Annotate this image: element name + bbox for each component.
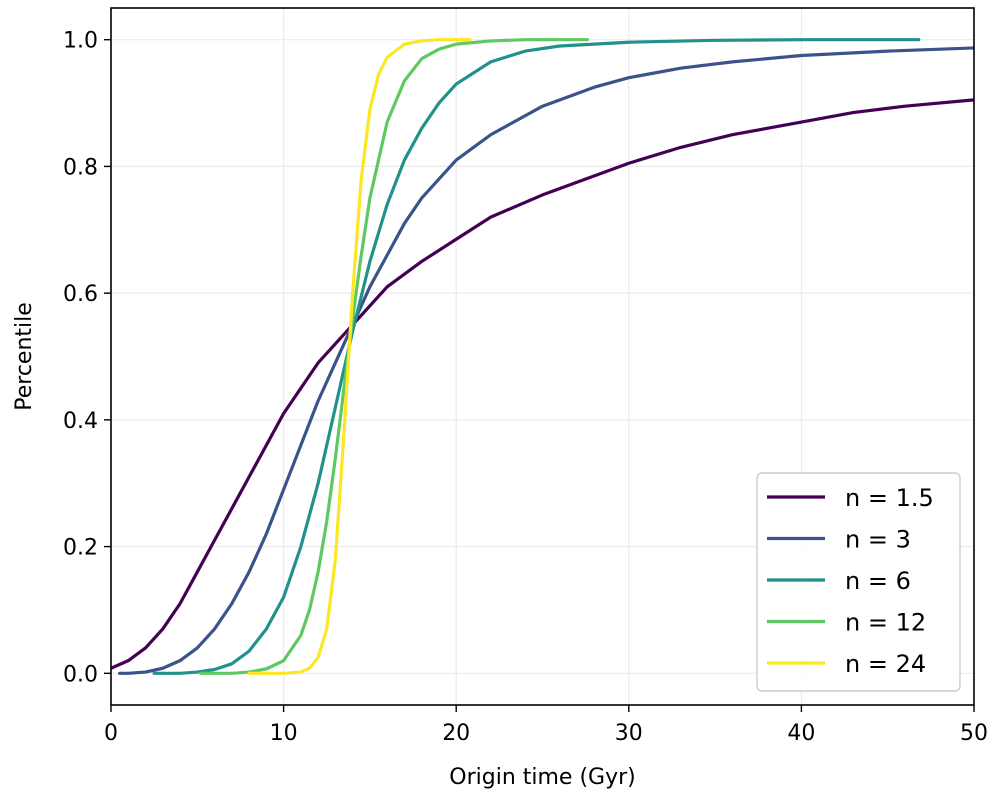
- legend-label: n = 6: [845, 567, 911, 595]
- axis-ticks: 0 10 20 30 40 50 0.0 0.2 0.4 0.6 0.8 1.0: [63, 29, 988, 746]
- y-tick-label: 0.6: [63, 282, 98, 307]
- plot-frame: [110, 7, 975, 706]
- legend-box: [756, 472, 961, 692]
- y-tick-label: 0.8: [63, 155, 98, 180]
- legend-label: n = 1.5: [845, 484, 934, 512]
- series-lines: [111, 38, 974, 675]
- y-tick-label: 1.0: [63, 29, 98, 54]
- x-tick-label: 10: [270, 721, 298, 746]
- x-tick-label: 0: [104, 721, 118, 746]
- legend: n = 1.5 n = 3 n = 6 n = 12 n = 24: [756, 472, 961, 692]
- x-tick-label: 20: [442, 721, 470, 746]
- x-tick-label: 50: [960, 721, 988, 746]
- x-tick-label: 40: [787, 721, 815, 746]
- y-tick-label: 0.2: [63, 536, 98, 561]
- y-tick-label: 0.0: [63, 662, 98, 687]
- y-axis-title: Percentile: [12, 302, 37, 411]
- legend-label: n = 3: [845, 526, 911, 554]
- legend-label: n = 12: [845, 609, 926, 637]
- y-tick-label: 0.4: [63, 409, 98, 434]
- legend-label: n = 24: [845, 650, 926, 678]
- x-axis-title: Origin time (Gyr): [449, 765, 635, 790]
- x-tick-label: 30: [615, 721, 643, 746]
- series-line-5: [247, 38, 472, 675]
- grid-lines: [110, 8, 975, 705]
- series-line-3: [152, 38, 921, 675]
